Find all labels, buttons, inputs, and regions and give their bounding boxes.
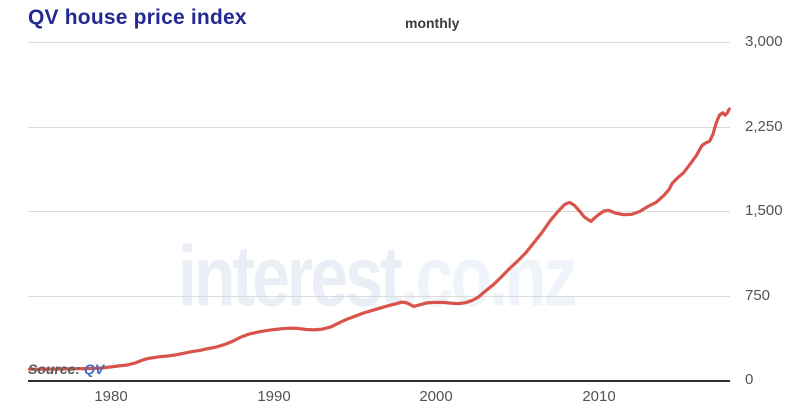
gridline-2250: [28, 127, 730, 128]
y-tick-label: 2,250: [745, 118, 783, 135]
gridline-1500: [28, 211, 730, 212]
source-label: Source:: [28, 361, 81, 377]
source-note: Source: QV: [28, 361, 104, 377]
frequency-label: monthly: [405, 15, 460, 31]
chart-area: interest.co.nz Source: QV: [28, 42, 731, 382]
source-link-qv[interactable]: QV: [84, 361, 105, 377]
watermark: interest.co.nz: [178, 234, 577, 319]
y-tick-label: 0: [745, 371, 754, 388]
series-line-qv-index: [28, 107, 731, 371]
watermark-brand: interest: [178, 229, 403, 324]
x-tick-label: 1980: [94, 388, 128, 405]
y-tick-label: 3,000: [745, 33, 783, 50]
y-tick-label: 750: [745, 287, 771, 304]
x-tick-label: 1990: [257, 388, 291, 405]
x-tick-label: 2000: [419, 388, 453, 405]
gridline-750: [28, 296, 730, 297]
page-title: QV house price index: [28, 6, 247, 29]
watermark-domain: .co.nz: [399, 229, 578, 324]
x-tick-label: 2010: [582, 388, 616, 405]
y-tick-label: 1,500: [745, 202, 783, 219]
gridline-3000: [28, 42, 730, 43]
